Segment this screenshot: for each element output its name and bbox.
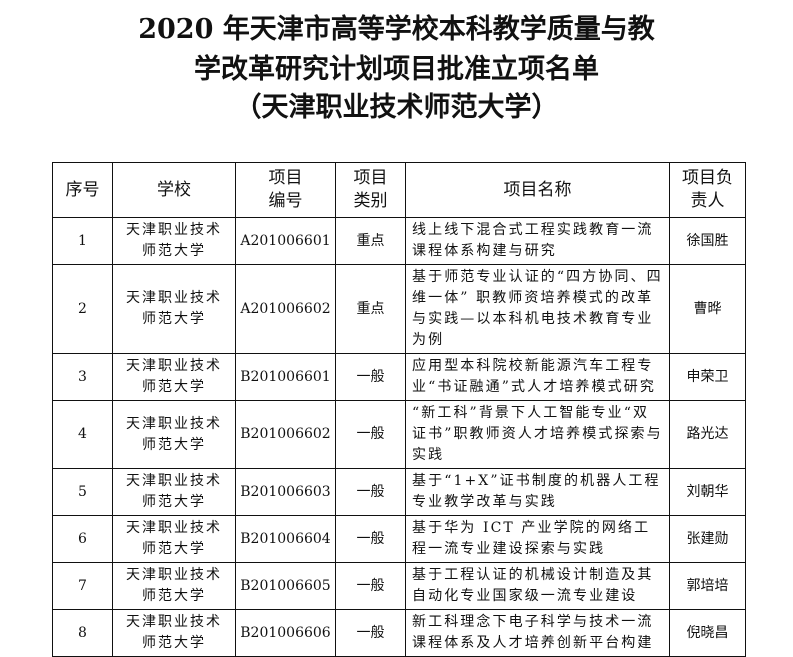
row-number: 6	[52, 515, 113, 563]
project-type: 一般	[335, 468, 406, 516]
project-type: 一般	[335, 400, 406, 469]
row-number: 1	[52, 217, 113, 265]
header-type: 项目类别	[335, 162, 406, 218]
project-name: 基于工程认证的机械设计制造及其自动化专业国家级一流专业建设	[405, 562, 670, 610]
project-name: 线上线下混合式工程实践教育一流课程体系构建与研究	[405, 217, 670, 265]
project-code: B201006606	[235, 609, 336, 657]
row-number: 8	[52, 609, 113, 657]
project-code: B201006602	[235, 400, 336, 469]
title-line-2: 学改革研究计划项目批准立项名单	[194, 54, 599, 85]
school-cell: 天津职业技术师范大学	[112, 609, 236, 657]
table-row: 3 天津职业技术师范大学 B201006601 一般 应用型本科院校新能源汽车工程专业“…	[52, 353, 746, 401]
table-row: 6 天津职业技术师范大学 B201006604 一般 基于华为 ICT 产业学院的网络工…	[52, 515, 746, 563]
school-cell: 天津职业技术师范大学	[112, 468, 236, 516]
project-name: 基于“1+X”证书制度的机器人工程专业教学改革与实践	[405, 468, 670, 516]
project-leader: 路光达	[669, 400, 746, 469]
project-type: 重点	[335, 264, 406, 354]
school-cell: 天津职业技术师范大学	[112, 400, 236, 469]
row-number: 4	[52, 400, 113, 469]
row-number: 2	[52, 264, 113, 354]
project-leader: 倪晓昌	[669, 609, 746, 657]
title-line-3: （天津职业技术师范大学）	[234, 92, 559, 123]
title-line-1: 2020 年天津市高等学校本科教学质量与教	[138, 14, 655, 45]
header-leader: 项目负责人	[669, 162, 746, 218]
project-code: A201006602	[235, 264, 336, 354]
project-type: 一般	[335, 562, 406, 610]
table-row: 8 天津职业技术师范大学 B201006606 一般 新工科理念下电子科学与技术一流课程…	[52, 609, 746, 657]
project-table: 序号 学校 项目编号 项目类别 项目名称 项目负责人 1 天津职业技术师范大学 A2…	[52, 162, 746, 657]
row-number: 5	[52, 468, 113, 516]
project-code: B201006601	[235, 353, 336, 401]
project-code: A201006601	[235, 217, 336, 265]
school-cell: 天津职业技术师范大学	[112, 515, 236, 563]
header-school: 学校	[112, 162, 236, 218]
project-leader: 郭培培	[669, 562, 746, 610]
project-name: 基于华为 ICT 产业学院的网络工程一流专业建设探索与实践	[405, 515, 670, 563]
project-code: B201006605	[235, 562, 336, 610]
header-code: 项目编号	[235, 162, 336, 218]
project-type: 重点	[335, 217, 406, 265]
project-name: “新工科”背景下人工智能专业“双证书”职教师资人才培养模式探索与实践	[405, 400, 670, 469]
school-cell: 天津职业技术师范大学	[112, 562, 236, 610]
project-type: 一般	[335, 515, 406, 563]
project-leader: 刘朝华	[669, 468, 746, 516]
project-name: 新工科理念下电子科学与技术一流课程体系及人才培养创新平台构建	[405, 609, 670, 657]
table-row: 2 天津职业技术师范大学 A201006602 重点 基于师范专业认证的“四方协同、四维…	[52, 264, 746, 354]
project-leader: 徐国胜	[669, 217, 746, 265]
project-leader: 申荣卫	[669, 353, 746, 401]
project-name: 基于师范专业认证的“四方协同、四维一体” 职教师资培养模式的改革与实践—以本科机…	[405, 264, 670, 354]
school-cell: 天津职业技术师范大学	[112, 264, 236, 354]
school-cell: 天津职业技术师范大学	[112, 217, 236, 265]
project-code: B201006604	[235, 515, 336, 563]
row-number: 3	[52, 353, 113, 401]
table-row: 7 天津职业技术师范大学 B201006605 一般 基于工程认证的机械设计制造及其自动…	[52, 562, 746, 610]
project-leader: 张建勋	[669, 515, 746, 563]
school-cell: 天津职业技术师范大学	[112, 353, 236, 401]
header-name: 项目名称	[405, 162, 670, 218]
project-type: 一般	[335, 609, 406, 657]
table-row: 5 天津职业技术师范大学 B201006603 一般 基于“1+X”证书制度的机器人工程…	[52, 468, 746, 516]
project-leader: 曹晔	[669, 264, 746, 354]
project-type: 一般	[335, 353, 406, 401]
row-number: 7	[52, 562, 113, 610]
header-row: 序号 学校 项目编号 项目类别 项目名称 项目负责人	[52, 162, 746, 218]
table-row: 1 天津职业技术师范大学 A201006601 重点 线上线下混合式工程实践教育一流课程…	[52, 217, 746, 265]
project-code: B201006603	[235, 468, 336, 516]
project-name: 应用型本科院校新能源汽车工程专业“书证融通”式人才培养模式研究	[405, 353, 670, 401]
table-row: 4 天津职业技术师范大学 B201006602 一般 “新工科”背景下人工智能专业“双证…	[52, 400, 746, 469]
header-no: 序号	[52, 162, 113, 218]
